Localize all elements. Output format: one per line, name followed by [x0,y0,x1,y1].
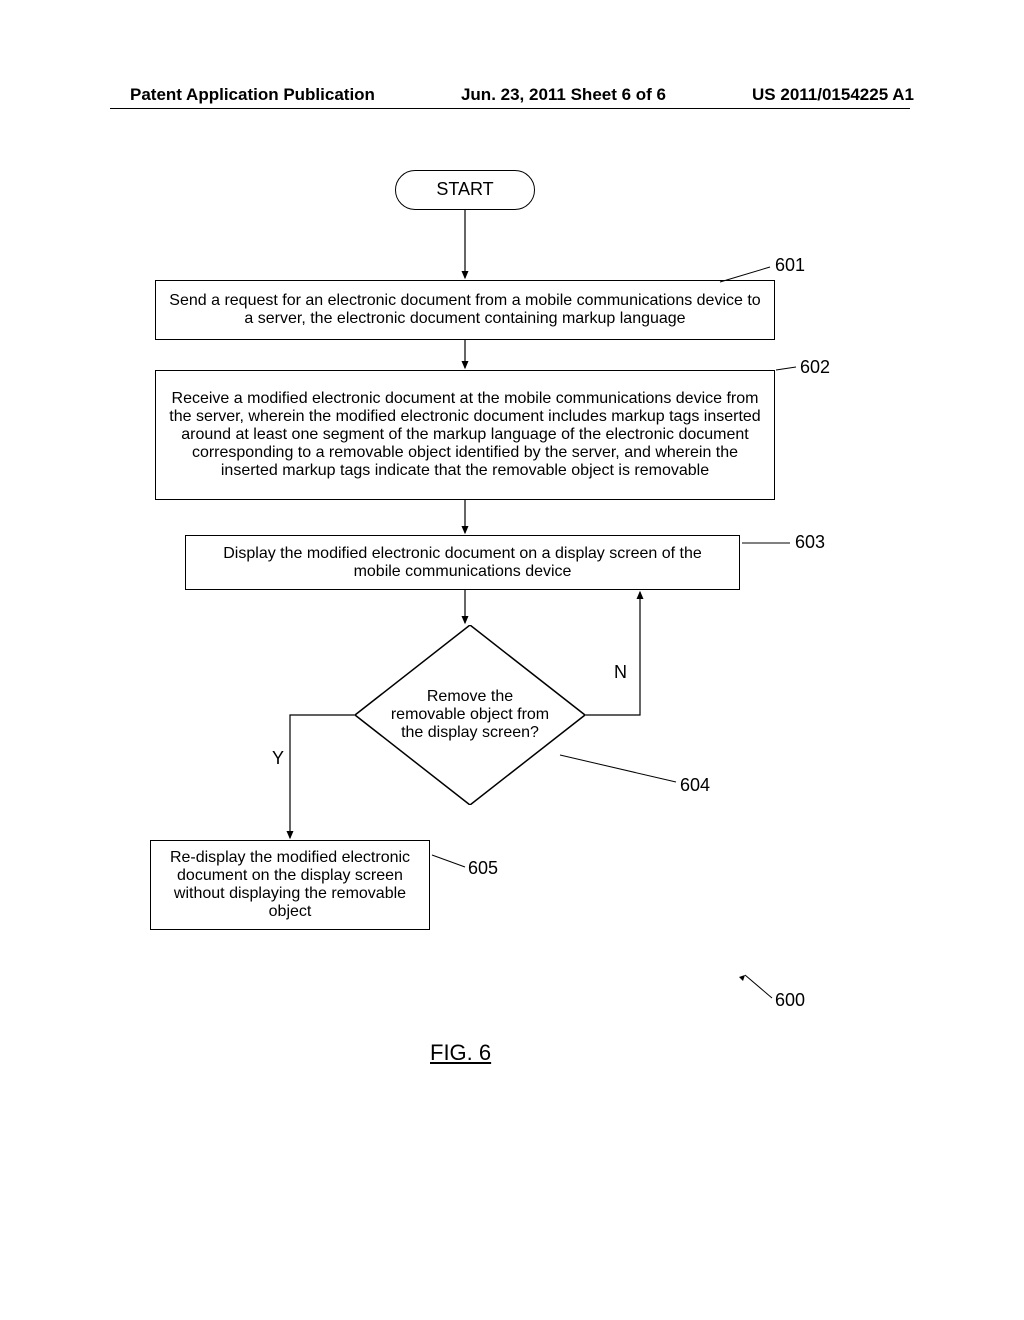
header-center: Jun. 23, 2011 Sheet 6 of 6 [461,85,666,105]
flow-connectors [0,160,1024,1060]
figure-caption: FIG. 6 [430,1040,491,1066]
header-right: US 2011/0154225 A1 [752,85,914,105]
header-divider [110,108,910,109]
header-left: Patent Application Publication [130,85,375,105]
page-header: Patent Application Publication Jun. 23, … [0,85,1024,105]
flowchart-600: START Send a request for an electronic d… [0,160,1024,1160]
